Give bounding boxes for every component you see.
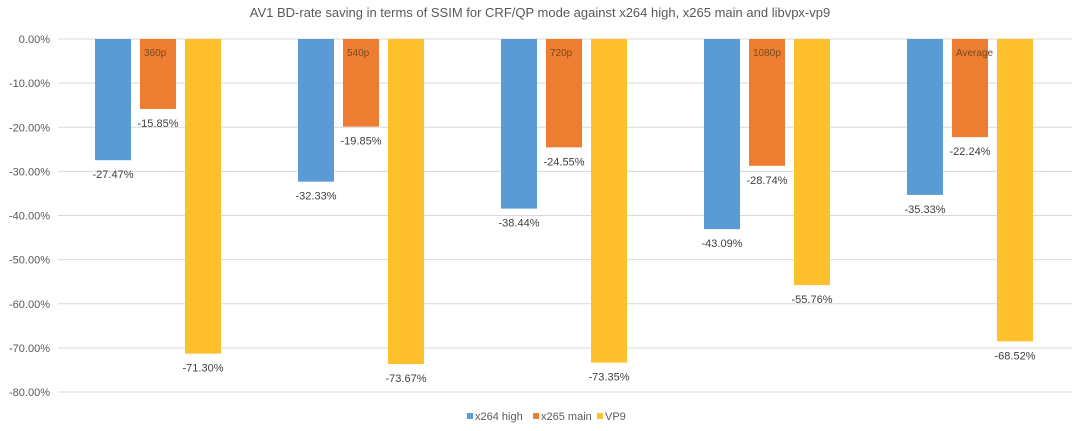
y-tick-label-1: -10.00% [9, 78, 50, 90]
bar-360p-s1 [140, 39, 176, 109]
category-label-average: Average [956, 48, 994, 59]
y-tick-label-4: -40.00% [9, 211, 50, 223]
data-label-1080p-s0: -43.09% [702, 238, 743, 250]
y-tick-label-6: -60.00% [9, 299, 50, 311]
data-label-360p-s1: -15.85% [138, 118, 179, 130]
data-label-720p-s2: -73.35% [589, 372, 630, 384]
y-tick-label-0: 0.00% [19, 34, 50, 46]
grid-layer: 0.00% -10.00% -20.00% -30.00% -40.00% -50.00%… [9, 34, 1072, 399]
category-label-1080p: 1080p [753, 48, 781, 59]
bar-1080p-s1 [749, 39, 785, 166]
data-label-720p-s1: -24.55% [544, 156, 585, 168]
data-label-360p-s2: -71.30% [183, 363, 224, 375]
data-label-average-s1: -22.24% [950, 146, 991, 158]
legend-swatch-1 [533, 413, 539, 419]
data-label-540p-s1: -19.85% [341, 136, 382, 148]
bar-average-s2 [997, 39, 1033, 342]
category-label-540p: 540p [347, 48, 370, 59]
legend-label-2: VP9 [605, 411, 626, 423]
bar-720p-s1 [546, 39, 582, 148]
bar-540p-s2 [388, 39, 424, 365]
data-label-360p-s0: -27.47% [93, 169, 134, 181]
bar-1080p-s2 [794, 39, 830, 286]
chart-title: AV1 BD-rate saving in terms of SSIM for … [250, 5, 830, 20]
bar-1080p-s0 [704, 39, 740, 230]
legend-swatch-2 [597, 413, 603, 419]
bar-average-s1 [952, 39, 988, 138]
bar-540p-s1 [343, 39, 379, 127]
data-label-540p-s2: -73.67% [386, 373, 427, 385]
data-label-720p-s0: -38.44% [499, 218, 540, 230]
bar-average-s0 [907, 39, 943, 195]
data-label-1080p-s1: -28.74% [747, 175, 788, 187]
data-label-average-s2: -68.52% [995, 350, 1036, 362]
bars-layer [95, 39, 1033, 365]
legend-swatch-0 [467, 413, 473, 419]
y-tick-label-5: -50.00% [9, 255, 50, 267]
bar-720p-s0 [501, 39, 537, 209]
data-label-1080p-s2: -55.76% [792, 294, 833, 306]
legend: x264 high x265 main VP9 [467, 411, 626, 423]
y-tick-label-7: -70.00% [9, 343, 50, 355]
bar-540p-s0 [298, 39, 334, 182]
category-label-360p: 360p [144, 48, 167, 59]
y-tick-label-8: -80.00% [9, 387, 50, 399]
data-label-average-s0: -35.33% [905, 204, 946, 216]
bar-360p-s2 [185, 39, 221, 354]
y-tick-label-2: -20.00% [9, 122, 50, 134]
legend-label-0: x264 high [475, 411, 523, 423]
bar-360p-s0 [95, 39, 131, 161]
bar-720p-s2 [591, 39, 627, 363]
data-labels-layer: -27.47% -15.85% -71.30% 360p -32.33% -19.85% -… [93, 48, 1036, 385]
y-tick-label-3: -30.00% [9, 166, 50, 178]
category-label-720p: 720p [550, 48, 573, 59]
data-label-540p-s0: -32.33% [296, 191, 337, 203]
legend-label-1: x265 main [541, 411, 592, 423]
